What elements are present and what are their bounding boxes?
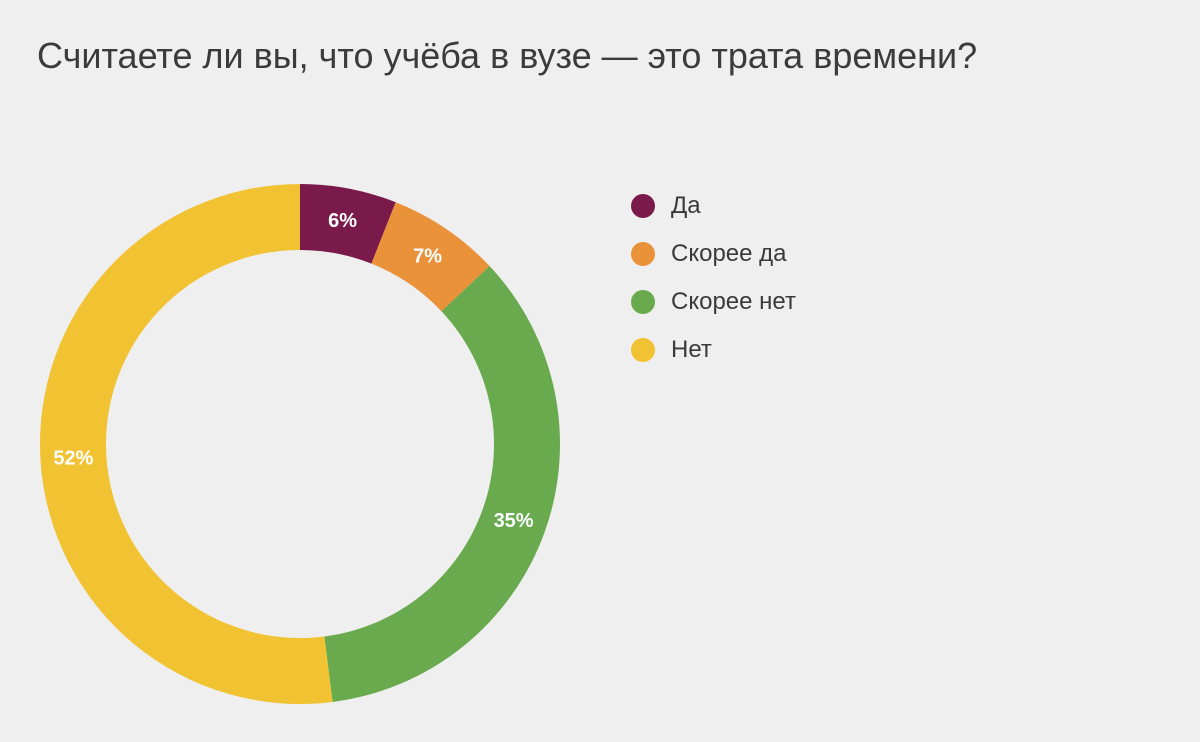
slice-label-da: 6%: [328, 210, 357, 232]
legend-label-da: Да: [671, 192, 701, 219]
donut-slice-da[interactable]: [300, 184, 396, 264]
chart-title: Считаете ли вы, что учёба в вузе — это т…: [37, 35, 978, 76]
legend-swatch-net: [631, 338, 655, 362]
legend-swatch-skoree-da: [631, 242, 655, 266]
legend-swatch-da: [631, 194, 655, 218]
slice-label-skoree-da: 7%: [413, 245, 442, 267]
slice-label-net: 52%: [53, 447, 93, 469]
legend-swatch-skoree-net: [631, 290, 655, 314]
legend-item-skoree-net[interactable]: Скорее нет: [631, 278, 796, 326]
donut-slices: [39, 184, 560, 705]
legend: Да Скорее да Скорее нет Нет: [631, 182, 796, 374]
legend-item-net[interactable]: Нет: [631, 326, 796, 374]
slice-label-skoree-net: 35%: [494, 510, 534, 532]
legend-item-da[interactable]: Да: [631, 182, 796, 230]
donut-slice-net[interactable]: [39, 184, 333, 705]
donut-slice-skoree-da[interactable]: [371, 202, 490, 312]
legend-item-skoree-da[interactable]: Скорее да: [631, 230, 796, 278]
legend-label-skoree-net: Скорее нет: [671, 288, 796, 315]
legend-label-skoree-da: Скорее да: [671, 240, 787, 267]
legend-label-net: Нет: [671, 336, 712, 363]
donut-slice-skoree-net[interactable]: [324, 266, 560, 702]
donut-chart: 6% 7% 35% 52%: [39, 184, 560, 705]
donut-slice-labels: 6% 7% 35% 52%: [53, 210, 533, 532]
